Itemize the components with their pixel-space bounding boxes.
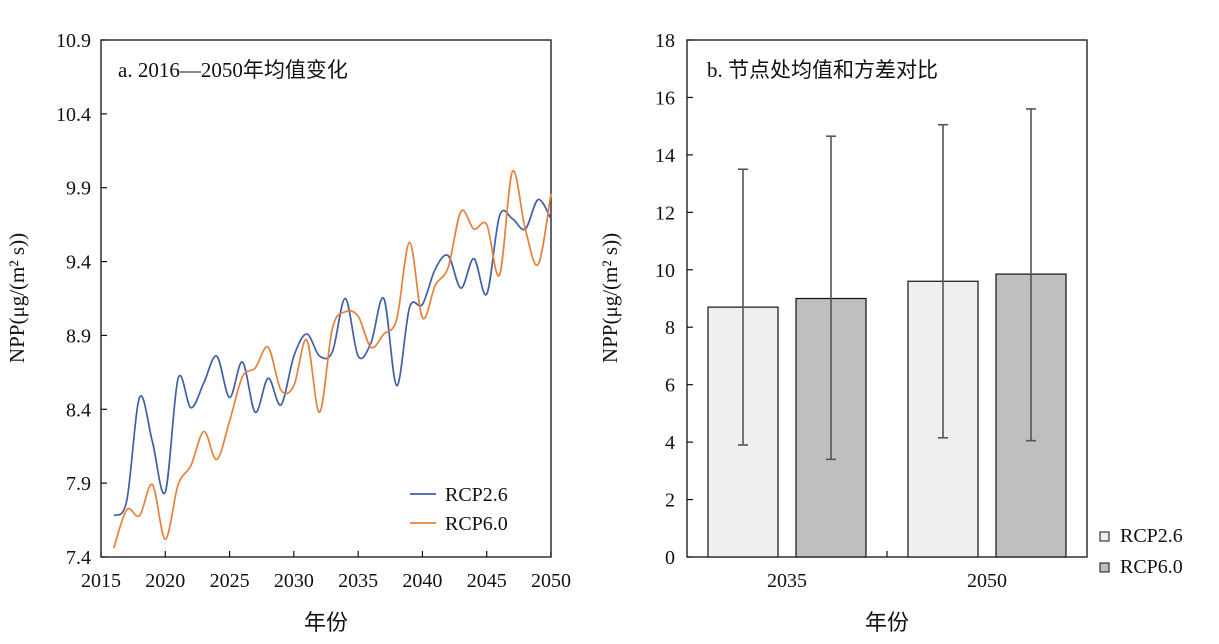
y-tick-label: 8.4 — [66, 399, 91, 421]
panel-a: a. 2016—2050年均值变化 7.4 7.9 8.4 8.9 9.4 9.9 10.4… — [5, 30, 571, 636]
panel-a-y-label: NPP(μg/(m² s)) — [5, 233, 29, 363]
x-tick-label: 2035 — [767, 570, 807, 592]
y-tick-label: 0 — [665, 547, 675, 569]
x-tick-label: 2035 — [338, 570, 378, 592]
panel-a-y-axis: 7.4 7.9 8.4 8.9 9.4 9.9 10.4 10.9 — [56, 30, 107, 569]
y-tick-label: 2 — [665, 490, 675, 512]
x-tick-label: 2050 — [531, 570, 571, 592]
x-tick-label: 2025 — [210, 570, 250, 592]
panel-a-x-label: 年份 — [304, 611, 348, 636]
y-tick-label: 14 — [655, 145, 675, 167]
panel-b-y-axis: 0 2 4 6 8 10 12 14 16 18 — [655, 30, 693, 569]
y-tick-label: 18 — [655, 30, 675, 52]
panel-a-plot-frame — [100, 39, 552, 558]
panel-b-x-axis: 2035 2050 — [767, 551, 1007, 592]
y-tick-label: 9.9 — [66, 178, 91, 200]
panel-b-x-label: 年份 — [865, 611, 909, 636]
panel-b: b. 节点处均值和方差对比 0 2 4 6 8 10 12 14 16 18 2035 2050 R… — [598, 30, 1183, 636]
legend-label-rcp26: RCP2.6 — [445, 484, 508, 506]
panel-b-title: b. 节点处均值和方差对比 — [707, 58, 938, 82]
y-tick-label: 7.4 — [66, 547, 91, 569]
y-tick-label: 7.9 — [66, 473, 91, 495]
y-tick-label: 8 — [665, 317, 675, 339]
legend-swatch-rcp26 — [1099, 531, 1110, 542]
y-tick-label: 10.4 — [56, 104, 91, 126]
x-tick-label: 2030 — [274, 570, 314, 592]
panel-a-title: a. 2016—2050年均值变化 — [118, 58, 348, 82]
y-tick-label: 12 — [655, 202, 675, 224]
y-tick-label: 6 — [665, 375, 675, 397]
panel-a-x-axis: 2015 2020 2025 2030 2035 2040 2045 2050 — [81, 551, 571, 592]
panel-b-bars — [707, 108, 1067, 558]
legend-label-b-rcp60: RCP6.0 — [1120, 556, 1183, 578]
y-tick-label: 10.9 — [56, 30, 91, 52]
y-tick-label: 16 — [655, 87, 675, 109]
legend-swatch-rcp60 — [1099, 562, 1110, 573]
x-tick-label: 2040 — [402, 570, 442, 592]
series-line-rcp26 — [113, 198, 552, 517]
x-tick-label: 2050 — [967, 570, 1007, 592]
y-tick-label: 4 — [665, 432, 675, 454]
series-line-rcp60 — [113, 170, 552, 549]
x-tick-label: 2015 — [81, 570, 121, 592]
y-tick-label: 9.4 — [66, 252, 91, 274]
y-tick-label: 10 — [655, 260, 675, 282]
panel-b-legend: RCP2.6 RCP6.0 — [1099, 525, 1183, 578]
y-tick-label: 8.9 — [66, 325, 91, 347]
x-tick-label: 2020 — [145, 570, 185, 592]
panel-a-legend: RCP2.6 RCP6.0 — [410, 484, 508, 535]
x-tick-label: 2045 — [467, 570, 507, 592]
panel-a-series — [113, 170, 552, 549]
panel-b-y-label: NPP(μg/(m² s)) — [598, 233, 622, 363]
legend-label-rcp60: RCP6.0 — [445, 513, 508, 535]
legend-label-b-rcp26: RCP2.6 — [1120, 525, 1183, 547]
